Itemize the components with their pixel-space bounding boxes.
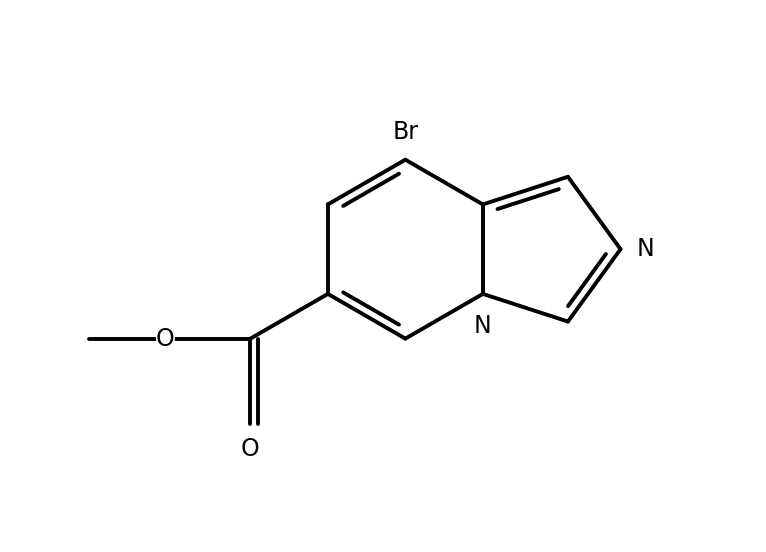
Text: O: O <box>241 437 260 461</box>
Text: N: N <box>637 237 654 261</box>
Text: N: N <box>474 314 492 338</box>
Text: Br: Br <box>392 120 418 144</box>
Text: O: O <box>156 327 175 351</box>
